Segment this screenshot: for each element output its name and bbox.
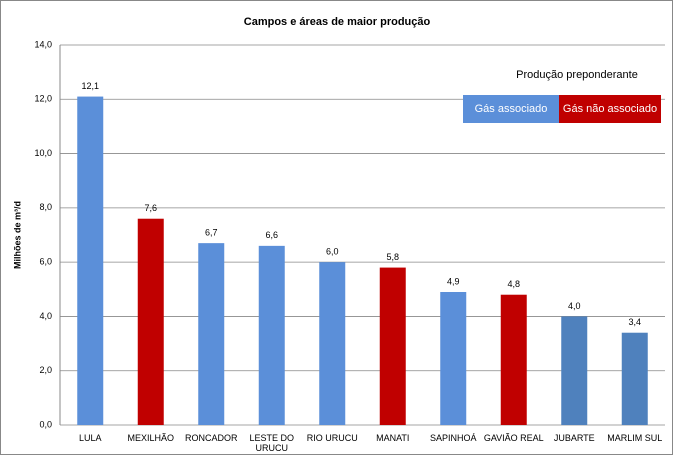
value-label: 6,0	[326, 247, 339, 257]
x-tick-label: JUBARTE	[553, 433, 595, 443]
x-tick-label: MEXILHÃO	[127, 433, 174, 443]
value-label: 12,1	[81, 81, 99, 91]
value-label: 5,8	[386, 252, 399, 262]
x-tick-label: GAVIÃO REAL	[483, 433, 544, 443]
bar	[198, 243, 225, 425]
value-label: 4,9	[447, 276, 460, 286]
bar	[77, 96, 104, 426]
y-tick-label: 10,0	[34, 148, 52, 158]
bar	[137, 218, 164, 425]
y-tick-label: 0,0	[39, 419, 52, 429]
value-label: 4,0	[568, 301, 581, 311]
legend-swatch	[463, 95, 559, 123]
bar	[621, 332, 648, 425]
y-tick-label: 6,0	[39, 257, 52, 267]
y-tick-label: 2,0	[39, 365, 52, 375]
y-tick-label: 12,0	[34, 94, 52, 104]
legend-label: Gás não associado	[563, 103, 657, 115]
y-axis-title: Milhões de m³/d	[12, 201, 22, 269]
bar	[500, 294, 527, 425]
value-label: 4,8	[507, 279, 520, 289]
bar	[379, 267, 406, 425]
bar	[440, 292, 467, 425]
y-tick-label: 8,0	[39, 202, 52, 212]
x-tick-label: LULA	[78, 433, 102, 443]
value-label: 6,7	[205, 228, 218, 238]
x-tick-label: RONCADOR	[184, 433, 238, 443]
x-tick-label: LESTE DO URUCU	[249, 433, 294, 453]
x-tick-label: RIO URUCU	[306, 433, 358, 443]
value-label: 6,6	[265, 230, 278, 240]
bar	[258, 245, 285, 425]
chart-title: Campos e áreas de maior produção	[244, 16, 431, 28]
legend-swatch	[559, 95, 661, 123]
bar	[319, 262, 346, 425]
x-tick-label: SAPINHOÁ	[429, 433, 477, 443]
bar	[561, 316, 588, 425]
x-tick-label: MARLIM SUL	[607, 433, 663, 443]
y-tick-label: 14,0	[34, 39, 52, 49]
value-label: 3,4	[628, 317, 641, 327]
legend-title: Produção preponderante	[516, 69, 638, 81]
y-tick-label: 4,0	[39, 311, 52, 321]
x-tick-label: MANATI	[376, 433, 410, 443]
legend-label: Gás associado	[475, 103, 548, 115]
value-label: 7,6	[144, 203, 157, 213]
